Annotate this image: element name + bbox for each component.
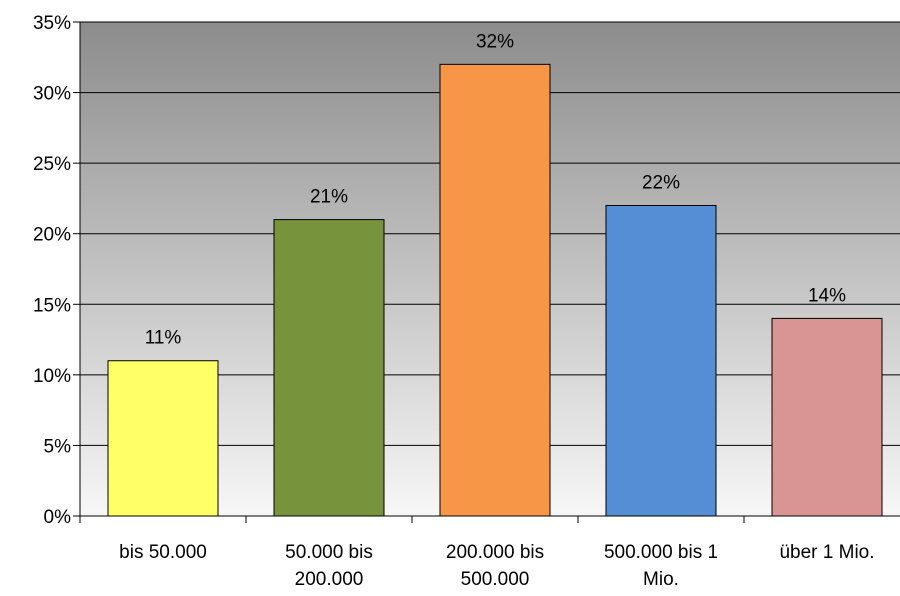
y-tick-label: 20% xyxy=(33,225,71,246)
labels: 0% 5% 10% 15% 20% 25% 30% 35% 11% bis 50.000 21% 50… xyxy=(33,13,875,590)
y-tick-label: 35% xyxy=(33,13,71,34)
category-label: über 1 Mio. xyxy=(779,542,874,563)
bar-2 xyxy=(439,63,551,517)
y-tick-label: 25% xyxy=(33,154,71,175)
category-label: 200.000 bis 500.000 xyxy=(446,542,544,590)
axes xyxy=(73,21,900,523)
data-label: 11% xyxy=(145,328,182,349)
category-label: bis 50.000 xyxy=(119,542,207,563)
bar-0 xyxy=(107,360,219,517)
bar-1 xyxy=(273,219,385,517)
y-tick-label: 0% xyxy=(44,507,72,528)
y-tick-label: 10% xyxy=(33,366,71,387)
y-tick-label: 5% xyxy=(44,436,72,457)
bar-4 xyxy=(771,317,883,517)
category-label: 500.000 bis 1 Mio. xyxy=(604,542,718,590)
bar-3 xyxy=(605,204,717,517)
data-label: 14% xyxy=(808,285,846,306)
data-label: 22% xyxy=(642,172,680,193)
category-label: 50.000 bis 200.000 xyxy=(285,542,373,590)
y-tick-label: 15% xyxy=(33,295,71,316)
y-tick-label: 30% xyxy=(33,84,71,105)
data-label: 32% xyxy=(476,31,514,52)
data-label: 21% xyxy=(310,187,348,208)
